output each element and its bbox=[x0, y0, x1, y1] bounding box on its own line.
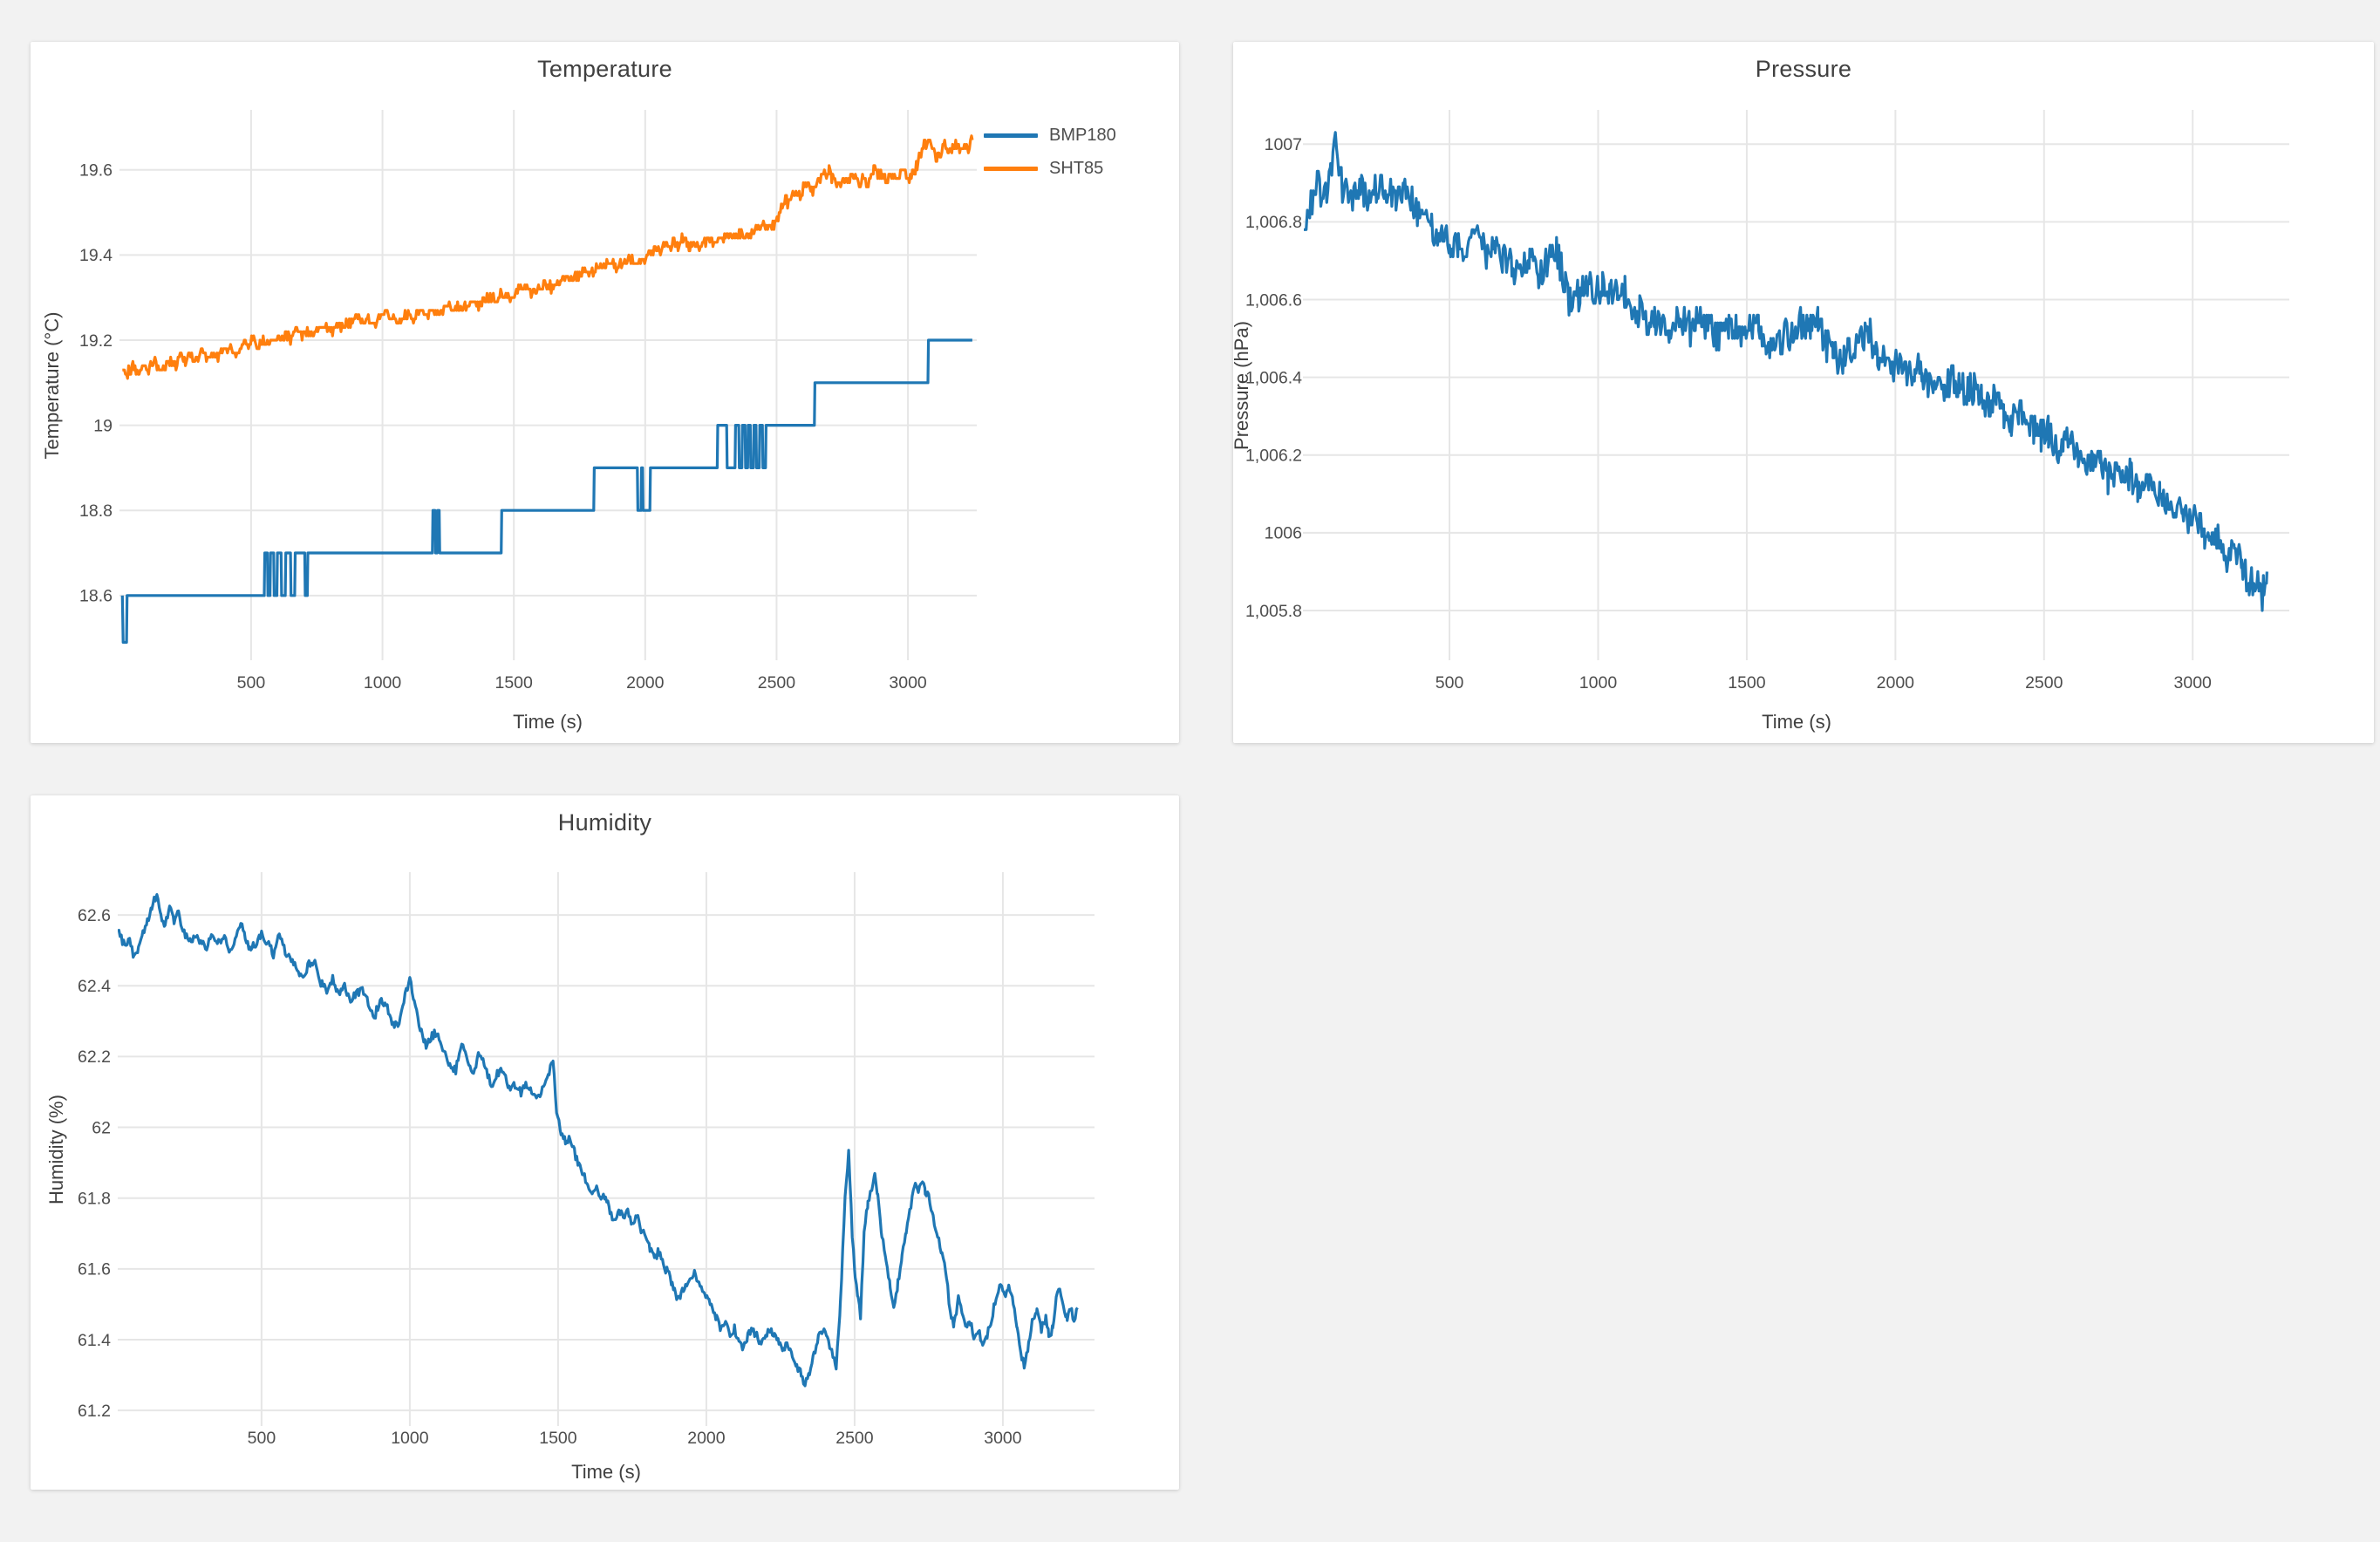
temperature-x-axis-title: Time (s) bbox=[513, 711, 583, 733]
x-tick-label: 2000 bbox=[687, 1429, 726, 1448]
y-tick-label: 61.6 bbox=[78, 1260, 111, 1279]
temperature-chart-title: Temperature bbox=[537, 56, 672, 82]
x-tick-label: 1500 bbox=[1728, 673, 1766, 693]
x-tick-label: 2000 bbox=[626, 673, 665, 693]
y-tick-label: 19 bbox=[93, 416, 113, 435]
y-tick-label: 62.6 bbox=[78, 906, 111, 925]
y-tick-label: 19.6 bbox=[79, 161, 113, 181]
series-line-humidity bbox=[118, 893, 1079, 1388]
pressure-y-axis-title: Pressure (hPa) bbox=[1231, 321, 1252, 450]
x-tick-label: 3000 bbox=[984, 1429, 1022, 1448]
x-tick-label: 1000 bbox=[1579, 673, 1618, 693]
temperature-y-axis-title: Temperature (°C) bbox=[41, 311, 63, 460]
sht85-line-swatch-icon bbox=[984, 167, 1038, 171]
x-tick-label: 2500 bbox=[2025, 673, 2063, 693]
humidity-y-axis-title: Humidity (%) bbox=[45, 1095, 67, 1204]
x-tick-label: 500 bbox=[1436, 673, 1464, 693]
y-tick-label: 62.2 bbox=[78, 1047, 111, 1067]
series-line-bmp180 bbox=[120, 338, 972, 645]
y-tick-label: 62 bbox=[92, 1118, 111, 1137]
legend-label-bmp180: BMP180 bbox=[1049, 126, 1116, 145]
humidity-chart-card: 500 1000 1500 2000 2500 3000 61.2 61.4 61.6 61.8 6… bbox=[31, 795, 1179, 1490]
x-tick-label: 1000 bbox=[391, 1429, 429, 1448]
y-tick-label: 1,006.4 bbox=[1245, 368, 1302, 387]
x-tick-label: 1000 bbox=[364, 673, 402, 693]
y-tick-label: 19.2 bbox=[79, 331, 113, 351]
humidity-chart-title: Humidity bbox=[557, 809, 652, 836]
x-tick-label: 500 bbox=[237, 673, 266, 693]
y-tick-label: 1,005.8 bbox=[1245, 602, 1302, 621]
x-tick-label: 2500 bbox=[758, 673, 796, 693]
y-tick-label: 61.4 bbox=[78, 1331, 111, 1350]
temperature-legend: BMP180 SHT85 bbox=[984, 126, 1116, 179]
series-line-sht85 bbox=[121, 134, 974, 380]
pressure-x-axis-title: Time (s) bbox=[1762, 711, 1831, 733]
pressure-chart-card: 500 1000 1500 2000 2500 3000 1007 1,006.8 1,006.… bbox=[1231, 42, 2374, 743]
legend-item-sht85: SHT85 bbox=[984, 159, 1116, 179]
x-tick-label: 1500 bbox=[539, 1429, 577, 1448]
y-tick-label: 61.8 bbox=[78, 1190, 111, 1209]
humidity-plot-canvas: 500 1000 1500 2000 2500 3000 61.2 61.4 61.6 61.8 6… bbox=[78, 872, 1095, 1448]
pressure-chart-title: Pressure bbox=[1755, 56, 1852, 82]
x-tick-label: 3000 bbox=[889, 673, 927, 693]
x-tick-label: 3000 bbox=[2174, 673, 2213, 693]
temperature-chart-card: 500 1000 1500 2000 2500 3000 18.6 18.8 19 19.2 19.… bbox=[31, 42, 1179, 743]
x-tick-label: 2500 bbox=[835, 1429, 874, 1448]
y-tick-label: 1,006.8 bbox=[1245, 213, 1302, 232]
y-tick-label: 18.8 bbox=[79, 501, 113, 521]
x-tick-label: 2000 bbox=[1877, 673, 1915, 693]
y-tick-label: 1,006.2 bbox=[1245, 447, 1302, 466]
y-tick-label: 1,006.6 bbox=[1245, 290, 1302, 310]
legend-item-bmp180: BMP180 bbox=[984, 126, 1116, 146]
bmp180-line-swatch-icon bbox=[984, 133, 1038, 138]
y-tick-label: 1007 bbox=[1265, 135, 1302, 154]
x-tick-label: 500 bbox=[248, 1429, 276, 1448]
y-tick-label: 19.4 bbox=[79, 246, 113, 265]
legend-label-sht85: SHT85 bbox=[1049, 159, 1104, 178]
y-tick-label: 18.6 bbox=[79, 587, 113, 606]
x-tick-label: 1500 bbox=[494, 673, 533, 693]
y-tick-label: 61.2 bbox=[78, 1402, 111, 1421]
temperature-plot-canvas: 500 1000 1500 2000 2500 3000 18.6 18.8 19 19.2 19.… bbox=[79, 110, 977, 693]
y-tick-label: 62.4 bbox=[78, 977, 111, 996]
humidity-x-axis-title: Time (s) bbox=[571, 1461, 641, 1483]
pressure-plot-canvas: 500 1000 1500 2000 2500 3000 1007 1,006.8 1,006.… bbox=[1245, 110, 2289, 693]
y-tick-label: 1006 bbox=[1265, 524, 1302, 543]
series-line-pressure bbox=[1303, 131, 2268, 612]
